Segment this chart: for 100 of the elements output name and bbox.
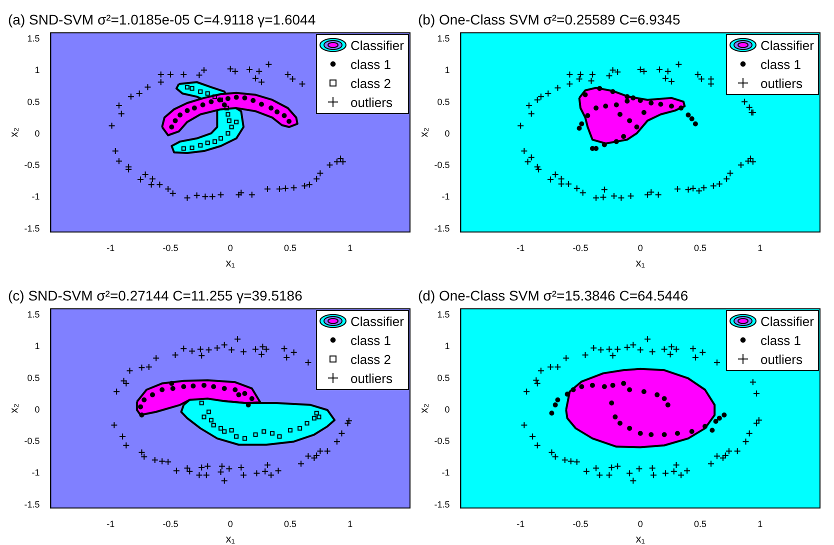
point	[226, 118, 232, 123]
x-tick-label: -1	[106, 518, 115, 529]
y-tick-label: 1	[34, 341, 40, 352]
point	[306, 181, 313, 188]
x-tick-label: 0.5	[284, 242, 296, 253]
point	[212, 139, 218, 144]
point	[627, 387, 632, 392]
legend-label: class 1	[350, 56, 391, 74]
x-tick-label: 0	[638, 242, 643, 253]
point	[246, 66, 254, 73]
point	[624, 94, 630, 100]
point	[224, 106, 230, 110]
point	[242, 436, 247, 441]
point	[205, 91, 210, 96]
point	[570, 387, 576, 392]
y-tick-label: -1	[32, 468, 40, 478]
y-tick-label: 1.5	[27, 310, 40, 320]
x-tick-label: 1	[758, 518, 763, 529]
y-tick-label: -1	[442, 192, 450, 202]
point	[290, 184, 298, 192]
point	[549, 410, 554, 416]
point	[602, 384, 607, 390]
point	[169, 124, 174, 130]
x-tick-label: 1	[758, 242, 763, 253]
point	[137, 176, 144, 184]
point	[234, 94, 239, 100]
point	[242, 391, 248, 396]
point	[169, 380, 174, 386]
y-axis-title: x₂	[8, 128, 21, 138]
chart-title: (b) One-Class SVM σ²=0.25589 C=6.9345	[418, 11, 681, 28]
point	[235, 191, 242, 198]
legend-label: Classifier	[760, 312, 814, 331]
legend-label: outliers	[760, 350, 802, 369]
point	[634, 124, 640, 130]
y-tick-label: 0.5	[437, 96, 450, 107]
point	[662, 432, 667, 438]
point	[217, 191, 224, 198]
y-tick-label: 0	[444, 128, 450, 138]
y-tick-label: -0.5	[434, 160, 450, 170]
point	[648, 432, 654, 438]
point	[200, 66, 208, 74]
point	[211, 384, 216, 390]
point	[316, 170, 324, 177]
x-tick-label: 0	[228, 242, 233, 253]
point	[150, 392, 156, 398]
point	[170, 386, 176, 391]
point	[222, 386, 227, 391]
point	[298, 426, 302, 431]
y-tick-label: -0.5	[24, 160, 40, 170]
legend-label: Classifier	[350, 36, 404, 55]
point	[286, 118, 292, 124]
point	[178, 112, 183, 118]
point	[621, 134, 626, 140]
point	[236, 392, 242, 398]
point	[190, 146, 194, 150]
point	[202, 193, 209, 200]
point	[282, 113, 287, 118]
point	[192, 106, 197, 111]
y-tick-label: -1.5	[434, 499, 450, 510]
point	[202, 414, 206, 420]
point	[193, 192, 200, 199]
point	[232, 387, 238, 392]
point	[222, 429, 227, 434]
point	[668, 104, 674, 109]
point	[579, 384, 584, 390]
y-tick-label: 0	[444, 404, 450, 414]
point	[612, 414, 618, 420]
point	[252, 74, 260, 82]
point	[149, 175, 156, 182]
point	[678, 106, 684, 111]
point	[144, 84, 152, 91]
legend-label: class 1	[760, 332, 801, 350]
point	[665, 402, 670, 408]
point	[627, 426, 632, 431]
y-tick-label: -1.5	[434, 223, 450, 234]
x-tick-label: -1	[516, 518, 525, 529]
point	[339, 158, 346, 166]
point	[288, 428, 293, 432]
point	[253, 432, 258, 437]
x-tick-label: -1	[516, 242, 525, 253]
point	[229, 428, 234, 432]
y-axis-title: x₂	[8, 404, 21, 414]
point	[184, 84, 190, 90]
point	[610, 89, 616, 94]
point	[184, 108, 190, 114]
point	[181, 384, 186, 390]
point	[205, 140, 210, 146]
point	[138, 404, 144, 410]
point	[689, 116, 694, 122]
x-axis-title: x₁	[636, 533, 646, 545]
chart-title: (d) One-Class SVM σ²=15.3846 C=64.5446	[418, 287, 688, 304]
point	[555, 397, 560, 402]
point	[208, 99, 214, 104]
point	[250, 98, 256, 103]
point	[265, 60, 272, 68]
point	[722, 412, 727, 418]
point	[258, 102, 264, 107]
point	[621, 380, 626, 386]
point	[641, 389, 646, 394]
point	[156, 181, 164, 188]
